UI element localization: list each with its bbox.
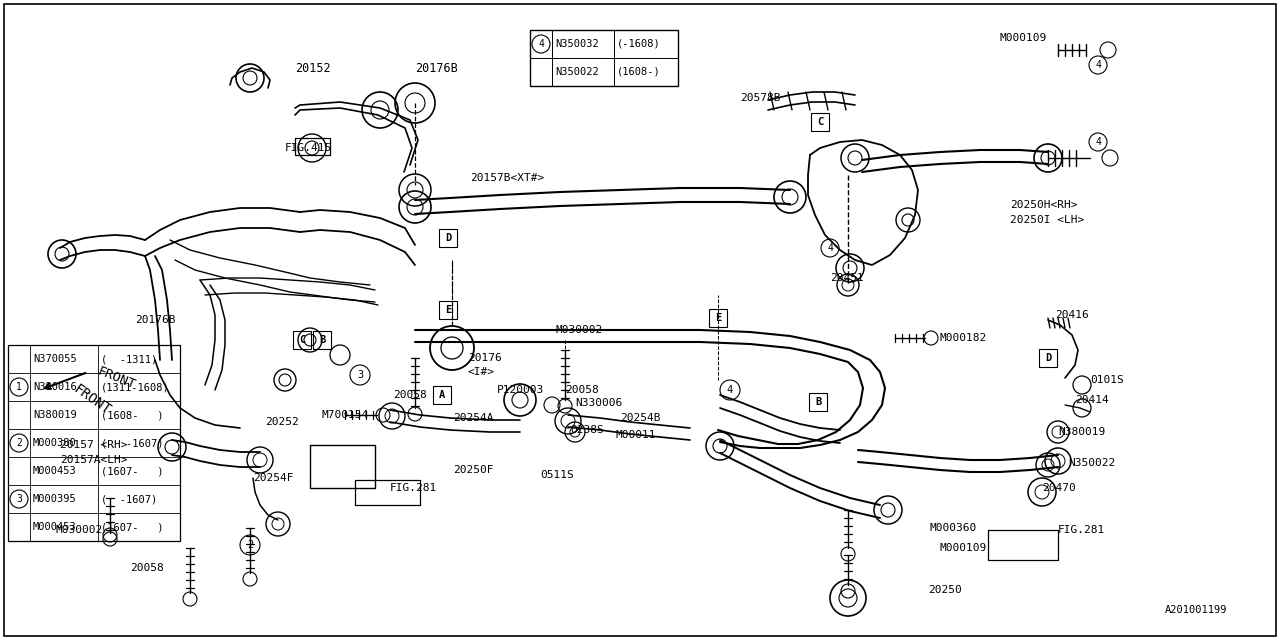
Text: 20470: 20470 (1042, 483, 1075, 493)
Text: (1607-   ): (1607- ) (101, 466, 164, 476)
Text: 20250H<RH>: 20250H<RH> (1010, 200, 1078, 210)
Text: M000109: M000109 (940, 543, 987, 553)
Text: E: E (445, 305, 451, 315)
Text: 20176B: 20176B (134, 315, 175, 325)
Text: 4: 4 (538, 39, 544, 49)
Bar (809, 393, 827, 411)
Text: N330006: N330006 (575, 398, 622, 408)
Text: M700154: M700154 (323, 410, 369, 420)
Bar (439, 301, 457, 319)
Text: M000182: M000182 (940, 333, 987, 343)
Text: FIG.281: FIG.281 (1059, 525, 1105, 535)
Bar (8, 345, 180, 541)
Text: N350022: N350022 (556, 67, 599, 77)
Text: 0101S: 0101S (1091, 375, 1124, 385)
Bar (709, 309, 727, 327)
Bar (812, 113, 829, 131)
Text: 1: 1 (17, 382, 22, 392)
Text: (1608-   ): (1608- ) (101, 410, 164, 420)
Text: D: D (445, 233, 451, 243)
Text: A: A (439, 390, 445, 400)
Text: FRONT: FRONT (95, 365, 137, 392)
Text: (1607-   ): (1607- ) (101, 522, 164, 532)
Bar (293, 331, 311, 349)
Text: (-1608): (-1608) (617, 39, 660, 49)
Text: 20157B<XT#>: 20157B<XT#> (470, 173, 544, 183)
Text: N380019: N380019 (1059, 427, 1105, 437)
Text: 20058: 20058 (393, 390, 426, 400)
Bar (1039, 349, 1057, 367)
Text: FRONT: FRONT (70, 382, 114, 418)
Text: 20254F: 20254F (253, 473, 293, 483)
Text: 20157 <RH>: 20157 <RH> (60, 440, 128, 450)
Bar (530, 30, 678, 86)
Text: A201001199: A201001199 (1165, 605, 1228, 615)
Text: (   -1607): ( -1607) (101, 438, 164, 448)
Text: 0511S: 0511S (540, 470, 573, 480)
Text: N380019: N380019 (33, 410, 77, 420)
Text: 20250F: 20250F (453, 465, 494, 475)
Text: 20250I <LH>: 20250I <LH> (1010, 215, 1084, 225)
Text: M000380: M000380 (33, 438, 77, 448)
Text: 20451: 20451 (829, 273, 864, 283)
Text: 20250: 20250 (928, 585, 961, 595)
Text: M030002: M030002 (55, 525, 102, 535)
Text: (  -1311): ( -1311) (101, 354, 157, 364)
Text: FIG.281: FIG.281 (390, 483, 438, 493)
Text: C: C (298, 335, 305, 345)
Text: 2: 2 (247, 540, 253, 550)
Text: 20254B: 20254B (620, 413, 660, 423)
Text: 20414: 20414 (1075, 395, 1108, 405)
Text: 20176: 20176 (468, 353, 502, 363)
Text: 20058: 20058 (564, 385, 599, 395)
Text: M00011: M00011 (614, 430, 655, 440)
Text: D: D (1044, 353, 1051, 363)
Bar (314, 331, 332, 349)
Text: <I#>: <I#> (468, 367, 495, 377)
Text: N350022: N350022 (1068, 458, 1115, 468)
Bar (439, 229, 457, 247)
Text: P120003: P120003 (497, 385, 544, 395)
Text: FIG.415: FIG.415 (285, 143, 333, 153)
Text: 20058: 20058 (131, 563, 164, 573)
Text: 20152: 20152 (294, 61, 330, 74)
Text: M030002: M030002 (556, 325, 603, 335)
Text: 20416: 20416 (1055, 310, 1089, 320)
Text: 20578B: 20578B (740, 93, 781, 103)
Text: B: B (319, 335, 325, 345)
Text: 2: 2 (17, 438, 22, 448)
Text: 0238S: 0238S (570, 425, 604, 435)
Text: 20176B: 20176B (415, 61, 458, 74)
Text: 3: 3 (357, 370, 364, 380)
Text: 20252: 20252 (265, 417, 298, 427)
Text: 4: 4 (827, 243, 833, 253)
Text: 4: 4 (1096, 60, 1101, 70)
Text: 3: 3 (17, 494, 22, 504)
Text: M000395: M000395 (33, 494, 77, 504)
Bar (433, 386, 451, 404)
Text: E: E (714, 313, 721, 323)
Text: M000109: M000109 (1000, 33, 1047, 43)
Text: C: C (817, 117, 823, 127)
Text: M000360: M000360 (931, 523, 977, 533)
Text: (1608-): (1608-) (617, 67, 660, 77)
Text: 4: 4 (727, 385, 733, 395)
Text: N350032: N350032 (556, 39, 599, 49)
Text: M000453: M000453 (33, 522, 77, 532)
Text: N380016: N380016 (33, 382, 77, 392)
Text: (1311-1608): (1311-1608) (101, 382, 170, 392)
Text: 20254A: 20254A (453, 413, 494, 423)
Text: M000453: M000453 (33, 466, 77, 476)
Text: 20157A<LH>: 20157A<LH> (60, 455, 128, 465)
Text: 4: 4 (1096, 137, 1101, 147)
Text: N370055: N370055 (33, 354, 77, 364)
Text: (  -1607): ( -1607) (101, 494, 157, 504)
Text: B: B (815, 397, 822, 407)
